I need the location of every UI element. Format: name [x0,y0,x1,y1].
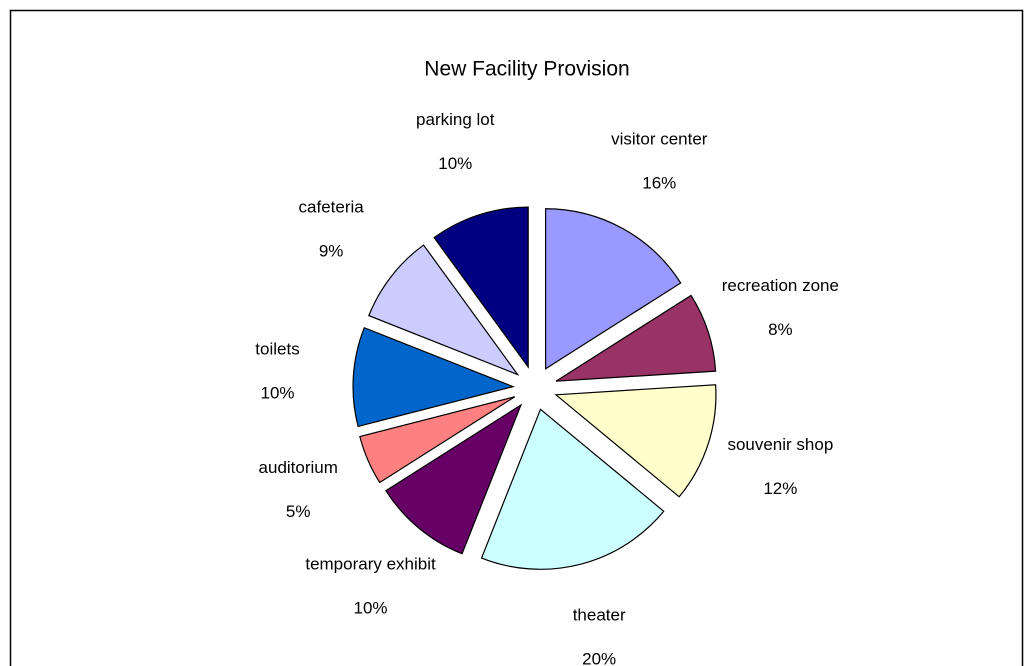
slice-label: temporary exhibit [305,554,436,573]
pie-slice [554,384,717,498]
chart-title: New Facility Provision [424,58,629,81]
value-label: 8% [768,320,793,339]
slice-label: toilets [255,339,299,358]
value-label: 10% [260,383,294,402]
pie-slice [480,408,665,570]
value-label: 16% [642,173,676,192]
pie-slice [433,206,529,369]
value-label: 10% [438,154,472,173]
slice-label: souvenir shop [727,435,833,454]
slice-label: cafeteria [299,197,365,216]
value-label: 10% [354,598,388,617]
value-label: 12% [763,479,797,498]
value-label: 20% [582,649,616,666]
slice-label: auditorium [259,458,338,477]
pie-slice [368,244,520,376]
slice-label: recreation zone [722,276,839,295]
slice-label: parking lot [416,110,495,129]
value-label: 9% [319,241,344,260]
pie-slice [544,208,682,370]
pie-slice [359,396,516,484]
slice-label: theater [573,605,626,624]
pie-slice [385,403,523,555]
pie-slice [352,326,515,428]
value-label: 5% [286,502,311,521]
pie-slice [555,294,717,382]
slice-label: visitor center [611,129,708,148]
